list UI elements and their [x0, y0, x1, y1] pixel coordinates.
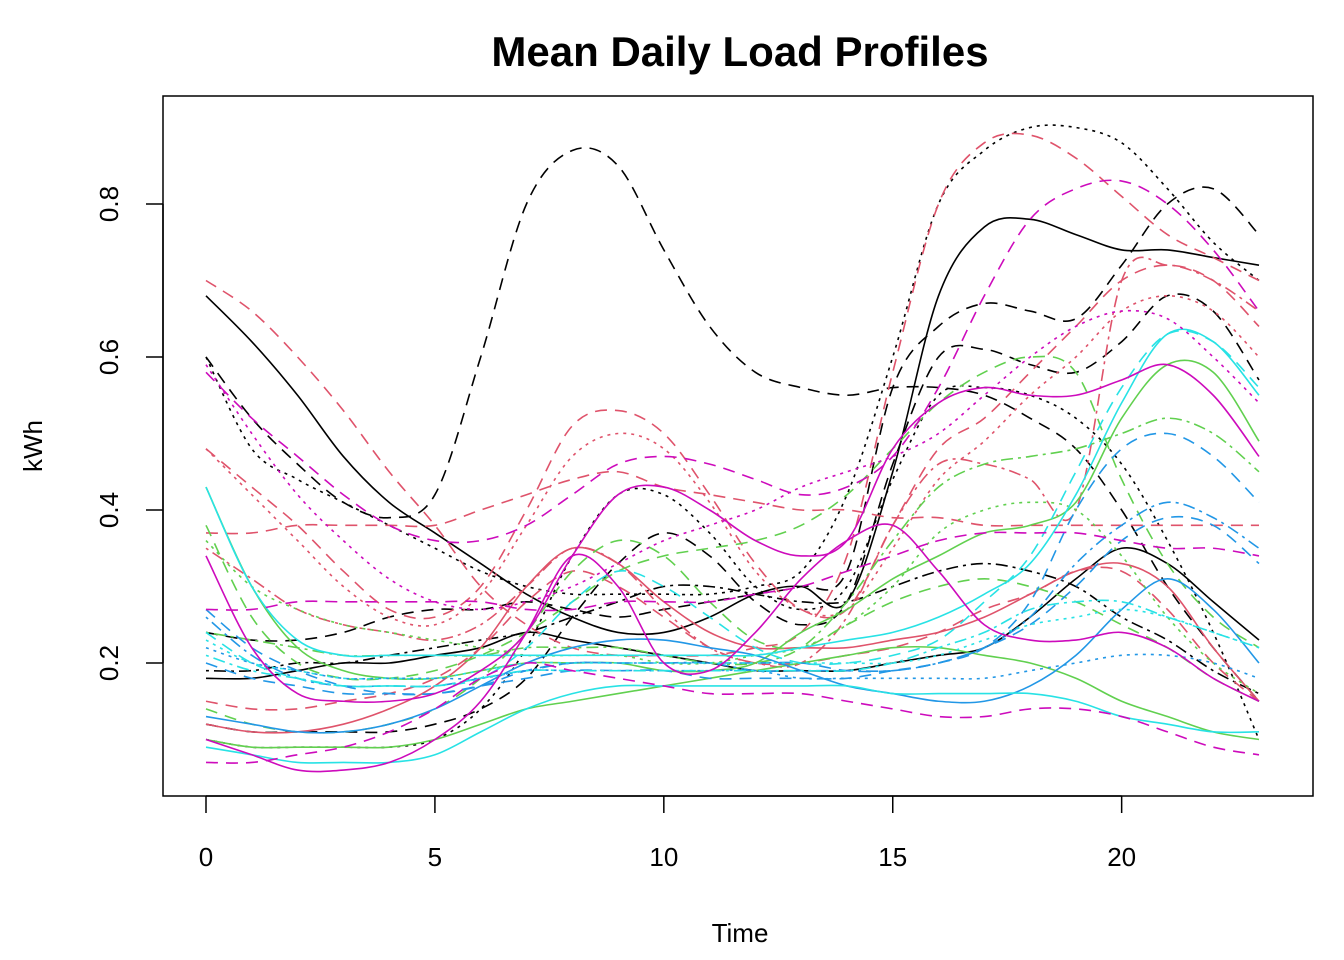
x-tick-label: 15	[878, 842, 907, 872]
series-line-s29	[205, 599, 1260, 688]
y-tick-label: 0.8	[94, 186, 124, 222]
series-line-s06	[205, 547, 1260, 680]
y-axis-label: kWh	[18, 420, 48, 472]
series-layer	[205, 124, 1260, 773]
series-line-s10	[205, 264, 1260, 620]
series-line-s21	[205, 645, 1260, 749]
series-line-s37	[205, 309, 1260, 611]
series-line-s35	[205, 531, 1260, 612]
series-line-s36	[205, 662, 1260, 764]
y-tick-label: 0.4	[94, 492, 124, 528]
x-axis: 0 5 10 15 20	[199, 795, 1136, 872]
series-line-s02	[205, 147, 1260, 702]
y-tick-label: 0.2	[94, 645, 124, 681]
chart-title: Mean Daily Load Profiles	[491, 28, 988, 75]
series-line-s13	[205, 546, 1260, 734]
series-line-s30	[205, 684, 1260, 764]
series-line-s25	[205, 646, 1260, 680]
series-line-s05	[205, 562, 1260, 695]
series-line-s17	[205, 355, 1260, 681]
series-line-s24	[205, 578, 1260, 734]
x-axis-label: Time	[712, 918, 769, 948]
series-line-s11	[205, 295, 1260, 627]
series-line-s26	[205, 515, 1260, 695]
x-tick-label: 20	[1107, 842, 1136, 872]
series-line-s27	[205, 328, 1260, 658]
series-line-s32	[205, 179, 1260, 544]
series-line-s31	[205, 608, 1260, 680]
series-line-s28	[205, 329, 1260, 688]
y-tick-label: 0.6	[94, 339, 124, 375]
series-line-s16	[205, 359, 1260, 681]
x-tick-label: 5	[428, 842, 442, 872]
y-axis: 0.2 0.4 0.6 0.8	[94, 186, 164, 681]
series-line-s14	[205, 470, 1259, 535]
series-line-s34	[205, 523, 1260, 773]
series-line-s08	[205, 384, 1260, 749]
x-tick-label: 0	[199, 842, 213, 872]
x-tick-label: 10	[649, 842, 678, 872]
series-line-s33	[205, 363, 1260, 704]
